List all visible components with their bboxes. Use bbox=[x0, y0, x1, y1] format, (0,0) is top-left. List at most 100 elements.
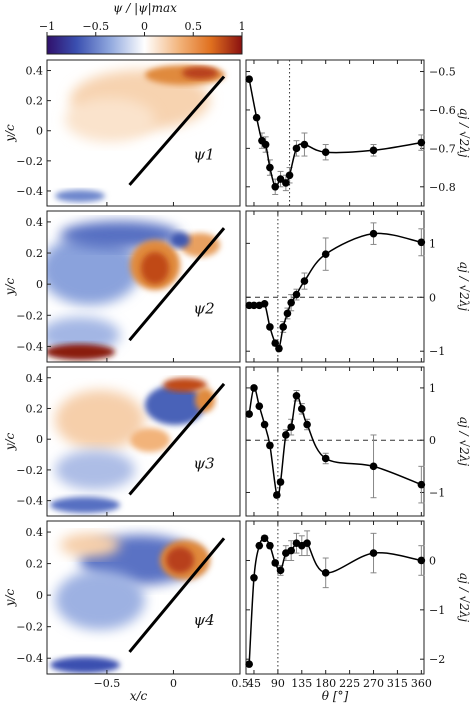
coefficient-panel-1: −0.5 −0.6 −0.7 −0.8 aj / √2λj bbox=[245, 59, 471, 207]
left-panel-frame bbox=[46, 366, 241, 517]
theta-tick-label: 45 bbox=[247, 677, 261, 690]
theta-tick-label: 135 bbox=[291, 677, 312, 690]
y-tick-label: −0.2 bbox=[16, 155, 43, 168]
data-point bbox=[285, 171, 294, 180]
data-point bbox=[260, 534, 269, 543]
data-point bbox=[255, 541, 264, 550]
data-point bbox=[417, 238, 426, 247]
data-point bbox=[276, 175, 285, 183]
data-point bbox=[245, 660, 253, 668]
data-point bbox=[282, 431, 290, 439]
data-point bbox=[287, 298, 295, 307]
data-point bbox=[321, 250, 330, 258]
x-tick-label: 0 bbox=[170, 677, 177, 690]
coef-tick-label: −0.5 bbox=[429, 66, 456, 79]
data-point bbox=[369, 146, 378, 155]
colorbar-title: ψ / |ψ|max bbox=[113, 1, 177, 15]
coef-tick-label: 0 bbox=[429, 291, 436, 304]
coefficient-panels: −0.5 −0.6 −0.7 −0.8 aj / √2λj 1 0 −1 aj / √2λj 1 0… bbox=[245, 59, 471, 703]
y-tick-label: 0.4 bbox=[26, 526, 44, 539]
data-point bbox=[300, 277, 309, 285]
coef-tick-label: 0 bbox=[429, 554, 436, 567]
plate-line bbox=[128, 75, 226, 186]
colorbar-tick-label: 1 bbox=[239, 20, 246, 33]
y-axis-label: y/c bbox=[3, 124, 17, 143]
coef-tick-label: −1 bbox=[429, 604, 445, 617]
coef-axis-label: aj / √2λj bbox=[457, 108, 471, 157]
y-tick-label: −0.4 bbox=[16, 495, 43, 508]
right-panel-frame bbox=[245, 366, 425, 517]
mode-field-4 bbox=[47, 521, 240, 674]
coefficient-panel-2: 1 0 −1 aj / √2λj bbox=[245, 210, 471, 363]
mode-field-3 bbox=[47, 367, 240, 516]
data-point bbox=[297, 405, 306, 413]
data-point bbox=[282, 179, 290, 187]
mode-label: ψ4 bbox=[193, 611, 214, 629]
y-tick-label: 0.4 bbox=[26, 65, 44, 78]
y-tick-label: −0.2 bbox=[16, 464, 43, 477]
coefficient-panel-3: 1 0 −1 aj / √2λj bbox=[245, 366, 471, 517]
y-axis-label: y/c bbox=[3, 432, 17, 451]
x-axis-label: x/c bbox=[130, 689, 148, 703]
data-point bbox=[292, 290, 301, 299]
data-point bbox=[369, 462, 378, 471]
data-point bbox=[417, 138, 426, 147]
mode-field-1 bbox=[47, 60, 240, 206]
data-point bbox=[283, 309, 292, 318]
coef-tick-label: −2 bbox=[429, 653, 445, 666]
y-tick-label: −0.2 bbox=[16, 309, 43, 322]
theta-tick-label: 270 bbox=[363, 677, 384, 690]
colorbar-tick-label: 0.5 bbox=[185, 20, 203, 33]
left-panel-frame bbox=[46, 210, 241, 363]
left-panel-frame bbox=[46, 59, 241, 207]
y-tick-label: 0 bbox=[36, 278, 43, 291]
data-point bbox=[271, 339, 280, 347]
y-tick-label: 0.2 bbox=[26, 558, 44, 571]
coef-tick-label: 0 bbox=[429, 434, 436, 447]
y-tick-label: −0.4 bbox=[16, 340, 43, 353]
plate-line bbox=[128, 537, 226, 653]
theta-tick-label: 315 bbox=[387, 677, 408, 690]
data-point bbox=[245, 75, 253, 84]
data-point bbox=[250, 301, 258, 310]
y-tick-label: 0 bbox=[36, 589, 43, 602]
data-point bbox=[260, 420, 269, 429]
data-point bbox=[303, 539, 311, 548]
data-point bbox=[271, 182, 280, 191]
data-point bbox=[369, 549, 378, 557]
data-point bbox=[300, 140, 309, 149]
data-point bbox=[279, 323, 287, 331]
data-point bbox=[417, 480, 426, 489]
coef-tick-label: −0.8 bbox=[429, 181, 456, 194]
theta-tick-label: 90 bbox=[271, 677, 285, 690]
coef-tick-label: −0.6 bbox=[429, 104, 456, 117]
y-tick-label: −0.4 bbox=[16, 652, 43, 665]
data-point bbox=[245, 410, 253, 418]
data-point bbox=[261, 140, 270, 149]
data-point bbox=[252, 113, 261, 122]
colorbar: ψ / |ψ|max −1 −0.5 0 0.5 1 bbox=[39, 1, 246, 55]
y-tick-label: 0.2 bbox=[26, 247, 44, 260]
y-tick-label: 0.2 bbox=[26, 95, 44, 108]
data-point bbox=[417, 556, 426, 565]
left-axes: 0.4 0.2 0 −0.2 −0.4 ψ1 y/c 0.4 0.2 0 −0.2 −0.4 ψ2 y/c… bbox=[3, 59, 249, 703]
data-point bbox=[266, 323, 274, 331]
x-tick-label: −0.5 bbox=[94, 677, 121, 690]
coef-axis-label: aj / √2λj bbox=[457, 417, 471, 466]
coef-tick-label: −1 bbox=[429, 486, 445, 499]
data-point bbox=[273, 491, 281, 499]
x-tick-label: 0.5 bbox=[231, 677, 249, 690]
data-point bbox=[321, 454, 330, 463]
theta-tick-label: 360 bbox=[411, 677, 432, 690]
coef-tick-label: 1 bbox=[429, 382, 436, 395]
y-tick-label: −0.2 bbox=[16, 621, 43, 634]
theta-tick-label: 180 bbox=[315, 677, 336, 690]
left-panel-frame bbox=[46, 520, 241, 675]
y-tick-label: 0 bbox=[36, 433, 43, 446]
data-point bbox=[271, 559, 280, 567]
y-tick-label: 0 bbox=[36, 125, 43, 138]
theta-axis-label: θ [°] bbox=[322, 689, 349, 703]
data-point bbox=[266, 441, 274, 450]
data-point bbox=[303, 420, 311, 429]
